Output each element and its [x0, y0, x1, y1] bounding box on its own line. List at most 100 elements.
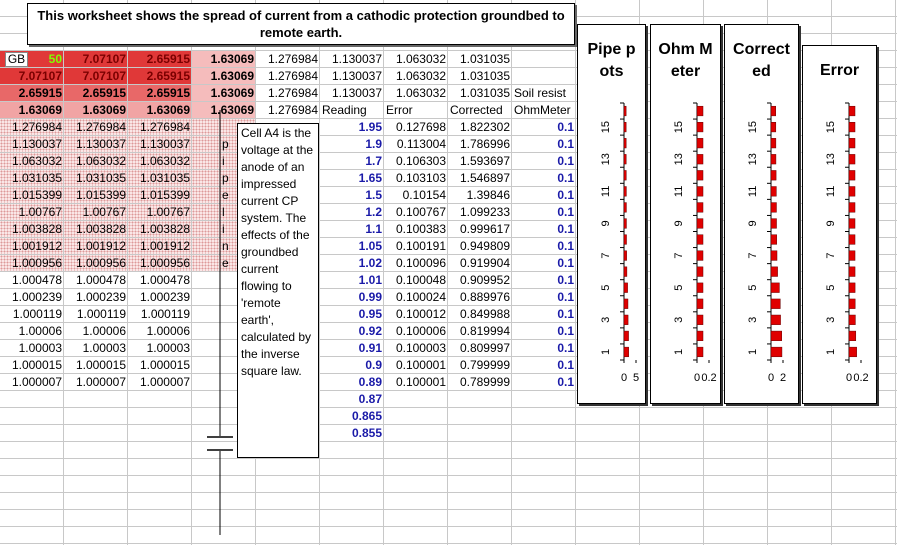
- cell-value: 7.07107: [82, 69, 126, 83]
- cell-value: 1.001912: [139, 239, 190, 253]
- cell-value: 1.000119: [12, 307, 62, 321]
- bar: [623, 346, 629, 358]
- cell-value: 0.1: [557, 222, 574, 236]
- cell-value: 7.07107: [18, 69, 62, 83]
- cell-value: 1.1: [365, 222, 382, 236]
- cell-value: 1.000119: [140, 307, 190, 321]
- bar: [623, 105, 627, 117]
- bar: [770, 266, 778, 277]
- bar: [848, 154, 856, 165]
- bar: [696, 202, 704, 213]
- cell-value: 1.00767: [146, 205, 190, 219]
- cell-value: 1.063032: [395, 69, 446, 83]
- chart-title: Error: [819, 62, 860, 79]
- bar: [623, 122, 627, 133]
- cell-value: 1.63069: [146, 103, 190, 117]
- bar: [696, 282, 704, 293]
- y-tick-label: 11: [825, 186, 837, 197]
- x-tick-label: 0.2: [853, 372, 868, 384]
- bar: [848, 330, 857, 341]
- x-tick-label: 0: [621, 372, 627, 384]
- cell-value: 1.000478: [139, 273, 190, 287]
- cell-value: 1.031035: [11, 171, 62, 185]
- bar: [770, 138, 777, 149]
- y-tick-label: 13: [600, 153, 612, 165]
- cell-value: 0.95: [358, 307, 382, 321]
- cell-value: 1.00767: [82, 205, 126, 219]
- cell-value: 0.103103: [395, 171, 446, 185]
- bar: [770, 202, 777, 213]
- bar: [696, 298, 704, 309]
- cell-value: 1.95: [358, 120, 382, 134]
- y-tick-label: 15: [600, 121, 612, 133]
- cell-value: 0.100048: [395, 273, 446, 287]
- bar: [848, 250, 856, 261]
- bar: [696, 186, 704, 197]
- cell-value: 0.1: [557, 154, 574, 168]
- cell-value: 1.7: [365, 154, 382, 168]
- cell-fill: [0, 187, 63, 203]
- y-tick-label: 7: [673, 253, 685, 259]
- bar: [770, 170, 777, 181]
- cell-value: 1.00006: [82, 324, 126, 338]
- cell-value: 1.65: [358, 171, 382, 185]
- y-tick-label: 13: [673, 153, 685, 165]
- cell-value: 1.63069: [210, 52, 254, 66]
- cell-value: 0.849988: [459, 307, 510, 321]
- cell-fill: [0, 170, 63, 186]
- cell-value: 1.276984: [139, 120, 190, 134]
- y-tick-label: 5: [673, 285, 685, 291]
- y-tick-label: 1: [747, 349, 759, 355]
- cell-value: 1.276984: [267, 86, 318, 100]
- cell-value: 0.100767: [395, 205, 446, 219]
- cell-text: Reading: [322, 103, 367, 117]
- cell-value: 1.00006: [18, 324, 62, 338]
- cell-value: 1.63069: [210, 103, 254, 117]
- cell-value: 0.100001: [395, 358, 446, 372]
- bar: [696, 346, 704, 358]
- cell-text: i: [222, 154, 225, 168]
- cell-value: 1.786996: [459, 137, 510, 151]
- cell-value: 1.000015: [11, 358, 62, 372]
- bar: [623, 154, 627, 165]
- bar: [623, 170, 627, 181]
- cell-value: 1.546897: [459, 171, 510, 185]
- cell-fill: [0, 238, 63, 254]
- cell-value: 1.000239: [11, 290, 62, 304]
- cell-value: 1.276984: [267, 69, 318, 83]
- cell-fill: [0, 85, 63, 101]
- x-tick-label: 2: [780, 372, 786, 384]
- cell-value: 0.889976: [459, 290, 510, 304]
- bar: [623, 282, 628, 293]
- cell-value: 1.000239: [75, 290, 126, 304]
- cell-text: p: [222, 137, 229, 151]
- cell-value: 1.9: [365, 137, 382, 151]
- chart-panel: Corrected 1 3 5 7 9 11 13 15 0 2: [724, 24, 799, 404]
- y-tick-label: 9: [747, 220, 759, 226]
- bar: [848, 170, 856, 181]
- cell-value: 1.276984: [267, 103, 318, 117]
- cell-value: 0.1: [557, 171, 574, 185]
- cell-value: 0.1: [557, 324, 574, 338]
- cell-value: 1.39846: [466, 188, 510, 202]
- chart-title: Ohm Meter: [658, 41, 713, 80]
- bar: [770, 250, 778, 261]
- cell-value: 0.1: [557, 188, 574, 202]
- bar: [848, 138, 856, 149]
- bar: [848, 218, 856, 229]
- bar: [623, 138, 627, 149]
- cell-fill: [128, 153, 191, 169]
- y-tick-label: 3: [825, 317, 837, 323]
- bar: [696, 266, 704, 277]
- cell-value: 0.799999: [459, 358, 510, 372]
- bar: [770, 298, 781, 309]
- cell-value: 2.65915: [146, 86, 190, 100]
- cell-value: 0.91: [358, 341, 382, 355]
- cell-fill: [192, 102, 255, 118]
- cell-value: 1.000015: [139, 358, 190, 372]
- cell-value: 1.000239: [139, 290, 190, 304]
- cell-value: 1.2: [365, 205, 382, 219]
- cell-text: Soil resist: [514, 86, 567, 100]
